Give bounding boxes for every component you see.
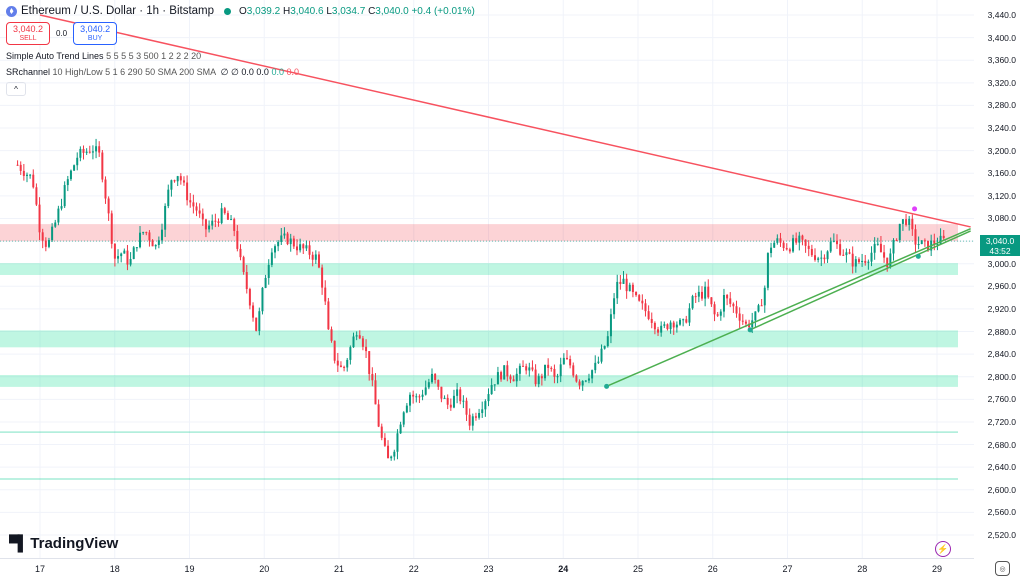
ohlc-values: O3,039.2 H3,040.6 L3,034.7 C3,040.0 +0.4… (239, 5, 475, 17)
market-open-icon (224, 7, 232, 15)
settings-icon[interactable]: ◎ (995, 561, 1010, 576)
price-label: 2,760.0 (987, 394, 1016, 405)
collapse-legend-button[interactable]: ^ (6, 82, 26, 96)
price-label: 2,520.0 (987, 529, 1016, 540)
price-label: 2,800.0 (987, 371, 1016, 382)
price-label: 3,360.0 (987, 55, 1016, 66)
price-label: 2,840.0 (987, 349, 1016, 360)
time-label: 29 (931, 564, 943, 574)
symbol-title[interactable]: Ethereum / U.S. Dollar · 1h · Bitstamp (21, 5, 215, 17)
price-label: 3,000.0 (987, 258, 1016, 269)
time-label: 18 (109, 564, 120, 574)
price-label: 2,920.0 (987, 303, 1016, 314)
tradingview-logo[interactable]: ▀▌ TradingView (9, 535, 119, 552)
price-label: 3,160.0 (987, 168, 1016, 179)
time-label: 23 (483, 564, 494, 574)
sell-button[interactable]: 3,040.2 SELL (6, 22, 50, 45)
time-label: 25 (632, 564, 644, 574)
tradingview-mark-icon: ▀▌ (9, 535, 28, 552)
price-label: 3,080.0 (987, 213, 1016, 224)
price-label: 2,560.0 (987, 507, 1016, 518)
time-label: 21 (333, 564, 345, 574)
price-label: 3,120.0 (987, 190, 1016, 201)
ethereum-icon (6, 5, 17, 17)
price-label: 3,240.0 (987, 123, 1016, 134)
price-label: 2,720.0 (987, 416, 1016, 427)
time-axis[interactable]: 17 18 19 20 21 22 23 24 25 26 27 28 29 (0, 558, 974, 579)
time-label: 17 (34, 564, 46, 574)
price-label: 3,280.0 (987, 100, 1016, 111)
lightning-icon[interactable]: ⚡ (935, 541, 951, 557)
time-label: 20 (259, 564, 270, 574)
time-label: 24 (558, 564, 569, 574)
chart-legend: Ethereum / U.S. Dollar · 1h · Bitstamp O… (6, 4, 475, 96)
price-label: 2,600.0 (987, 484, 1016, 495)
chart-canvas[interactable] (0, 0, 974, 558)
indicator-auto-trend-lines[interactable]: Simple Auto Trend Lines 5 5 5 5 3 500 1 … (6, 51, 202, 61)
price-label: 3,320.0 (987, 77, 1016, 88)
time-label: 26 (707, 564, 718, 574)
price-label: 2,960.0 (987, 281, 1016, 292)
time-label: 27 (782, 564, 793, 574)
time-label: 22 (408, 564, 419, 574)
price-axis[interactable]: 3,440.0 3,400.0 3,360.0 3,320.0 3,280.0 3,240… (974, 0, 1024, 560)
buy-button[interactable]: 3,040.2 BUY (73, 22, 118, 45)
price-label: 2,680.0 (987, 439, 1016, 450)
price-label: 2,880.0 (987, 326, 1016, 337)
price-label: 3,200.0 (987, 145, 1016, 156)
time-label: 28 (857, 564, 868, 574)
spread-value: 0.0 (56, 29, 68, 38)
price-label: 3,440.0 (987, 10, 1016, 20)
current-price-tag: 3,040.0 43:52 (980, 235, 1020, 256)
time-label: 19 (184, 564, 195, 574)
indicator-srchannel[interactable]: SRchannel 10 High/Low 5 1 6 290 50 SMA 2… (6, 67, 299, 77)
price-label: 2,640.0 (987, 462, 1016, 473)
chevron-up-icon: ^ (14, 84, 18, 94)
price-label: 3,400.0 (987, 32, 1016, 43)
